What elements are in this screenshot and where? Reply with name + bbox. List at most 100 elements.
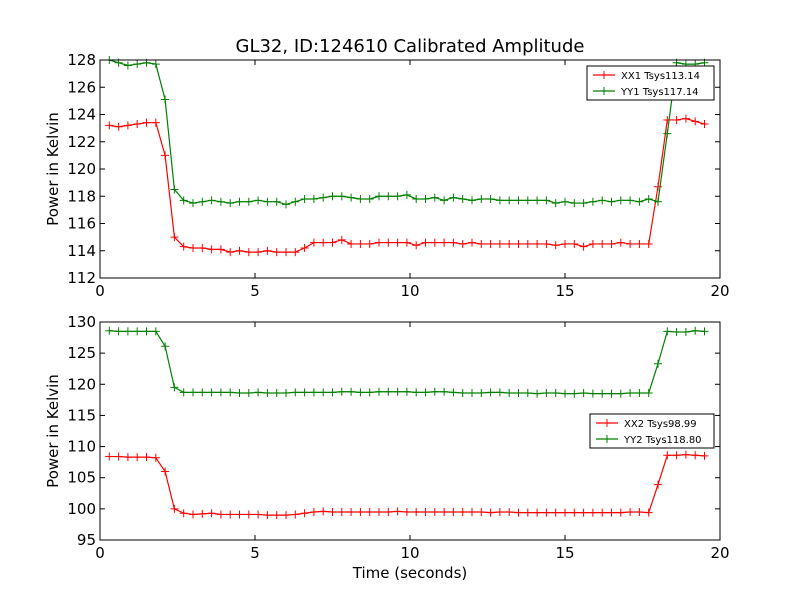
data-point (486, 388, 495, 397)
data-point (337, 387, 346, 396)
data-point (449, 388, 458, 397)
data-point (626, 389, 635, 398)
data-point (486, 508, 495, 517)
data-point (598, 196, 607, 205)
data-point (328, 388, 337, 397)
data-point (328, 192, 337, 201)
data-point (551, 389, 560, 398)
data-point (254, 196, 263, 205)
x-tick-label: 10 (400, 544, 419, 562)
data-point (616, 389, 625, 398)
data-point (663, 115, 672, 124)
data-point (523, 389, 532, 398)
data-point (598, 508, 607, 517)
data-point (412, 388, 421, 397)
data-point (170, 185, 179, 194)
legend-label: XX1 Tsys113.14 (621, 71, 700, 82)
data-point (644, 239, 653, 248)
data-point (514, 508, 523, 517)
data-point (616, 196, 625, 205)
data-point (588, 508, 597, 517)
data-point (300, 244, 309, 253)
x-axis-label: Time (seconds) (352, 564, 468, 582)
data-point (254, 388, 263, 397)
data-point (179, 242, 188, 251)
data-point (505, 239, 514, 248)
y-tick-label: 116 (67, 215, 96, 233)
x-tick-label: 10 (400, 282, 419, 300)
data-point (440, 387, 449, 396)
data-point (244, 197, 253, 206)
data-point (133, 453, 142, 462)
data-point (347, 193, 356, 202)
data-point (551, 241, 560, 250)
data-point (449, 193, 458, 202)
data-point (133, 120, 142, 129)
data-point (393, 192, 402, 201)
data-point (309, 194, 318, 203)
data-point (542, 239, 551, 248)
data-point (272, 389, 281, 398)
data-point (309, 507, 318, 516)
data-point (356, 507, 365, 516)
data-point (421, 194, 430, 203)
data-point (216, 510, 225, 519)
data-point (421, 388, 430, 397)
data-point (189, 244, 197, 253)
data-point (356, 194, 365, 203)
data-point (263, 511, 272, 520)
data-point (291, 388, 300, 397)
data-point (226, 199, 235, 208)
data-point (533, 196, 542, 205)
data-point (495, 196, 504, 205)
data-point (607, 389, 616, 398)
y-tick-label: 122 (67, 133, 96, 151)
data-point (514, 196, 523, 205)
data-point (635, 197, 644, 206)
x-tick-label: 0 (95, 282, 105, 300)
data-point (570, 239, 579, 248)
data-point (319, 193, 328, 202)
data-point (579, 508, 588, 517)
data-point (430, 193, 439, 202)
data-point (347, 507, 356, 516)
data-point (430, 507, 439, 516)
data-point (319, 238, 328, 247)
x-tick-label: 0 (95, 544, 105, 562)
x-tick-label: 15 (555, 544, 574, 562)
data-point (263, 246, 272, 255)
data-point (570, 199, 579, 208)
data-point (235, 246, 244, 255)
data-point (458, 389, 467, 398)
data-point (337, 235, 346, 244)
data-point (672, 451, 681, 460)
data-point (114, 327, 123, 336)
data-point (337, 507, 346, 516)
data-point (272, 511, 281, 520)
y-tick-label: 120 (67, 375, 96, 393)
data-point (142, 453, 151, 462)
data-point (598, 239, 607, 248)
data-point (505, 507, 514, 516)
data-point (663, 327, 672, 336)
data-point (198, 509, 207, 518)
legend: XX2 Tsys98.99 YY2 Tsys118.80 (589, 413, 715, 449)
data-point (207, 509, 216, 518)
top-subplot: 0 5 10 15 20 112 114 116 118 120 122 124 126 128 Power… (44, 51, 730, 300)
data-point (161, 467, 170, 476)
data-point (142, 327, 151, 336)
data-point (440, 238, 449, 247)
y-tick-label: 125 (67, 344, 96, 362)
data-point (402, 238, 411, 247)
data-point (486, 194, 495, 203)
data-point (170, 504, 179, 513)
data-point (151, 60, 160, 69)
y-tick-label: 128 (67, 51, 96, 69)
data-point (523, 239, 532, 248)
data-point (244, 510, 253, 519)
data-point (216, 245, 225, 254)
data-point (272, 248, 281, 257)
data-point (458, 239, 467, 248)
data-point (151, 118, 160, 127)
data-point (458, 194, 467, 203)
